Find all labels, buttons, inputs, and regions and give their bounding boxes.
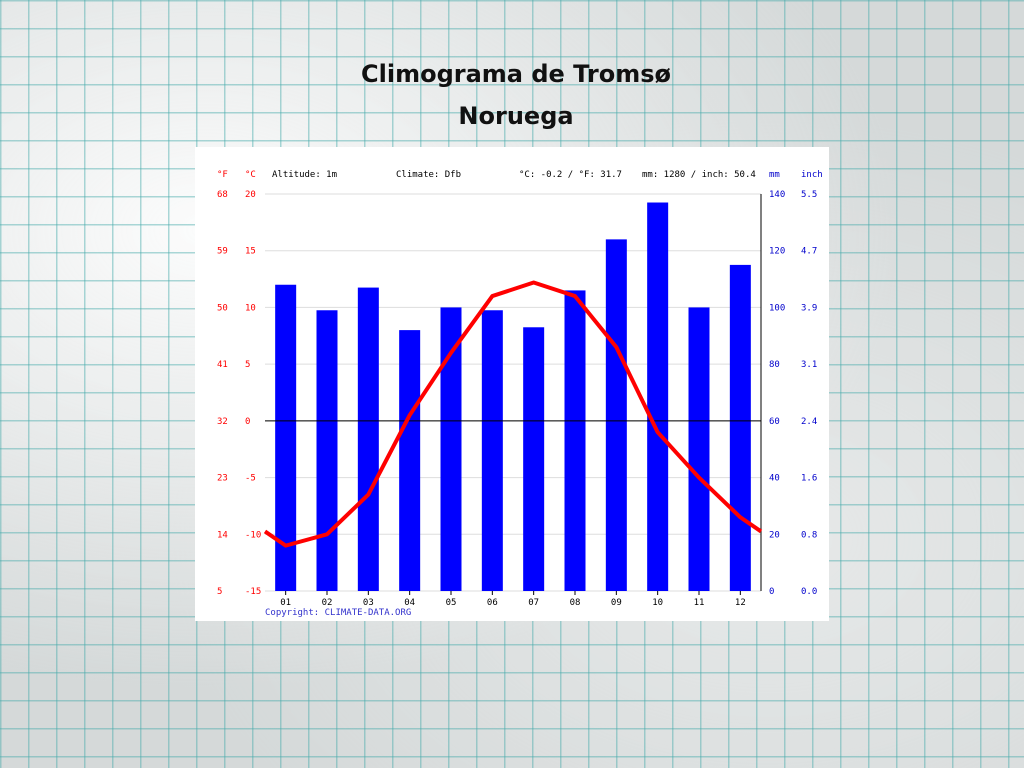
x-tick-label: 03 [363, 598, 374, 608]
x-tick-label: 11 [694, 598, 705, 608]
y-tick-c: -15 [245, 587, 261, 597]
temperature-line [263, 280, 763, 548]
y-tick-c: 10 [245, 303, 256, 313]
y-tick-inch: 5.5 [801, 190, 817, 200]
x-tick-label: 06 [487, 598, 498, 608]
x-tick-label: 02 [322, 598, 333, 608]
y-tick-f: 68 [217, 190, 228, 200]
y-tick-c: -5 [245, 474, 256, 484]
precip-total-label: mm: 1280 / inch: 50.4 [642, 170, 756, 180]
y-tick-f: 5 [217, 587, 222, 597]
y-tick-mm: 100 [769, 303, 785, 313]
precipitation-bar [316, 310, 338, 591]
y-tick-mm: 120 [769, 247, 785, 257]
y-tick-f: 32 [217, 417, 228, 427]
y-tick-mm: 140 [769, 190, 785, 200]
precipitation-bar [564, 290, 586, 591]
x-tick-label: 01 [280, 598, 291, 608]
y-tick-mm: 80 [769, 360, 780, 370]
precipitation-bar [605, 239, 627, 591]
y-tick-inch: 2.4 [801, 417, 817, 427]
y-tick-mm: 0 [769, 587, 774, 597]
x-tick-label: 10 [652, 598, 663, 608]
precipitation-bar [275, 284, 297, 591]
x-tick-label: 05 [446, 598, 457, 608]
precipitation-bar [729, 264, 751, 591]
precipitation-bar [481, 310, 503, 591]
unit-c-label: °C [245, 170, 256, 180]
unit-mm-label: mm [769, 170, 780, 180]
copyright-label: Copyright: CLIMATE-DATA.ORG [265, 608, 411, 618]
precipitation-bar [440, 307, 462, 591]
altitude-label: Altitude: 1m [272, 170, 337, 180]
y-tick-c: 0 [245, 417, 250, 427]
y-tick-mm: 60 [769, 417, 780, 427]
chart-subtitle: Noruega [458, 102, 574, 130]
y-tick-mm: 20 [769, 530, 780, 540]
x-tick-label: 08 [570, 598, 581, 608]
y-tick-c: 15 [245, 247, 256, 257]
climate-label: Climate: Dfb [396, 170, 461, 180]
y-tick-c: -10 [245, 530, 261, 540]
y-tick-inch: 0.0 [801, 587, 817, 597]
temp-average-label: °C: -0.2 / °F: 31.7 [519, 170, 622, 180]
y-tick-inch: 3.9 [801, 303, 817, 313]
x-tick-label: 04 [404, 598, 415, 608]
precipitation-bar [688, 307, 710, 591]
unit-f-label: °F [217, 170, 228, 180]
y-tick-mm: 40 [769, 474, 780, 484]
precipitation-bar [523, 327, 545, 591]
x-tick-label: 12 [735, 598, 746, 608]
precipitation-bar [647, 202, 669, 591]
precipitation-bar [399, 330, 421, 591]
y-tick-f: 14 [217, 530, 228, 540]
climograph-panel: 68 20 140 5.5 59 15 120 4.7 50 10 100 3.9 41 5 80 3.1 32… [195, 147, 829, 621]
y-tick-inch: 0.8 [801, 530, 817, 540]
chart-title: Climograma de Tromsø [361, 60, 671, 88]
x-tick-label: 09 [611, 598, 622, 608]
y-tick-inch: 3.1 [801, 360, 817, 370]
y-tick-inch: 4.7 [801, 247, 817, 257]
unit-inch-label: inch [801, 170, 823, 180]
x-tick-label: 07 [528, 598, 539, 608]
y-tick-c: 5 [245, 360, 250, 370]
climograph-chart: 68 20 140 5.559 15 120 4.750 10 100 3.941 5 80 3.132… [217, 170, 823, 618]
y-tick-f: 41 [217, 360, 228, 370]
y-tick-f: 50 [217, 303, 228, 313]
y-tick-inch: 1.6 [801, 474, 817, 484]
y-tick-c: 20 [245, 190, 256, 200]
y-tick-f: 23 [217, 474, 228, 484]
precipitation-bar [357, 287, 379, 591]
y-tick-f: 59 [217, 247, 228, 257]
